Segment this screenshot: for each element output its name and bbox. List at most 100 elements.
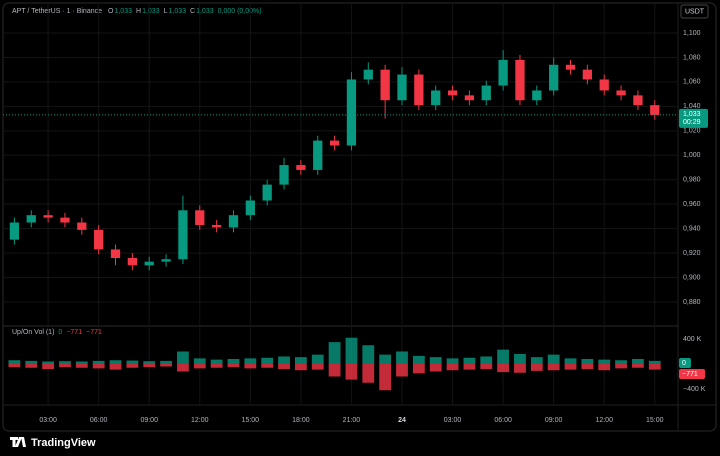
ohlc-value: 1,033 <box>196 8 214 15</box>
candle-body <box>565 64 576 70</box>
volume-legend-value: −771 <box>66 329 82 336</box>
volume-up-bar <box>379 354 392 364</box>
x-tick-label: 03:00 <box>444 417 462 424</box>
candle-body <box>110 249 121 258</box>
ohlc-value: 1,033 <box>142 8 160 15</box>
volume-up-bar <box>648 360 661 364</box>
y-tick-label: 0,880 <box>683 299 701 306</box>
candle-body <box>211 224 222 228</box>
y-tick-label: 0,900 <box>683 274 701 281</box>
volume-down-bar <box>412 364 425 374</box>
volume-up-bar <box>362 345 375 364</box>
volume-badge-up <box>679 358 691 368</box>
volume-up-bar <box>311 354 324 364</box>
volume-up-bar <box>92 360 105 364</box>
candle-body <box>380 69 390 101</box>
chart-title: APT / TetherUS · 1 · Binance <box>12 8 102 15</box>
volume-up-bar <box>615 360 627 364</box>
candle-body <box>650 105 660 115</box>
candle-body <box>195 210 205 225</box>
ohlc-label: H <box>136 8 141 15</box>
currency-button[interactable] <box>680 4 709 19</box>
volume-tick-label: −400 K <box>683 386 706 393</box>
y-tick-label: 1,040 <box>683 103 701 110</box>
volume-down-bar <box>59 364 71 368</box>
y-tick-label: 1,100 <box>683 30 701 37</box>
volume-badge-down-label: −771 <box>682 371 698 378</box>
candle-body <box>228 215 239 228</box>
volume-down-bar <box>227 364 240 368</box>
volume-up-bar <box>396 351 408 364</box>
volume-down-bar <box>143 364 156 368</box>
candle-body <box>633 95 643 106</box>
volume-up-bar <box>59 361 71 364</box>
candle-body <box>447 90 458 96</box>
candle-body <box>599 79 609 91</box>
volume-up-bar <box>193 358 206 364</box>
volume-up-bar <box>598 359 611 364</box>
candle-body <box>43 215 53 218</box>
volume-badge-down <box>679 369 705 379</box>
volume-down-bar <box>25 364 38 368</box>
volume-down-bar <box>446 364 459 371</box>
y-tick-label: 1,080 <box>683 54 701 61</box>
candle-body <box>498 59 508 86</box>
candle-body <box>144 261 154 266</box>
currency-label[interactable]: USDT <box>685 8 705 15</box>
y-tick-label: 1,000 <box>683 152 701 159</box>
volume-down-bar <box>480 364 493 369</box>
volume-down-bar <box>564 364 577 370</box>
candle-body <box>262 184 272 201</box>
volume-down-bar <box>92 364 105 369</box>
candle-body <box>582 69 593 80</box>
volume-down-bar <box>126 364 139 368</box>
candle-body <box>178 210 188 260</box>
volume-down-bar <box>42 364 55 369</box>
candle-body <box>481 85 491 101</box>
x-tick-label: 06:00 <box>90 417 108 424</box>
volume-down-bar <box>581 364 594 369</box>
volume-up-bar <box>143 361 156 364</box>
y-tick-label: 1,020 <box>683 128 701 135</box>
ohlc-label: C <box>190 8 195 15</box>
ohlc-value: 1,033 <box>114 8 132 15</box>
candle-body <box>515 59 525 101</box>
volume-down-bar <box>379 364 392 391</box>
volume-legend-value: 0 <box>58 329 62 336</box>
volume-up-bar <box>75 361 88 364</box>
candle-body <box>414 74 424 106</box>
volume-down-bar <box>311 364 324 370</box>
x-tick-label: 15:00 <box>646 417 664 424</box>
volume-down-bar <box>463 364 476 370</box>
volume-up-bar <box>564 358 577 364</box>
candle-body <box>26 215 36 223</box>
volume-down-bar <box>429 364 442 372</box>
x-tick-label: 18:00 <box>292 417 310 424</box>
volume-up-bar <box>463 357 476 364</box>
volume-up-bar <box>109 360 122 364</box>
volume-down-bar <box>497 364 510 373</box>
candle-body <box>397 74 407 101</box>
volume-up-bar <box>480 356 493 364</box>
last-price-label: 1,033 <box>683 111 701 118</box>
change-value: 0,000 (0,00%) <box>218 8 262 15</box>
volume-tick-label: 400 K <box>683 336 702 343</box>
candle-body <box>616 90 626 96</box>
volume-up-bar <box>126 360 139 364</box>
x-tick-label: 21:00 <box>343 417 361 424</box>
volume-up-bar <box>8 360 21 364</box>
volume-up-bar <box>42 361 55 364</box>
volume-down-bar <box>514 364 526 373</box>
volume-up-bar <box>261 357 274 364</box>
x-tick-label: 12:00 <box>595 417 613 424</box>
candle-body <box>464 95 475 101</box>
x-tick-label: 03:00 <box>39 417 57 424</box>
volume-up-bar <box>210 359 223 364</box>
last-price-badge <box>679 108 708 128</box>
volume-down-bar <box>261 364 274 368</box>
brand-name: TradingView <box>31 437 96 449</box>
candle-body <box>94 229 104 250</box>
volume-down-bar <box>8 364 21 368</box>
